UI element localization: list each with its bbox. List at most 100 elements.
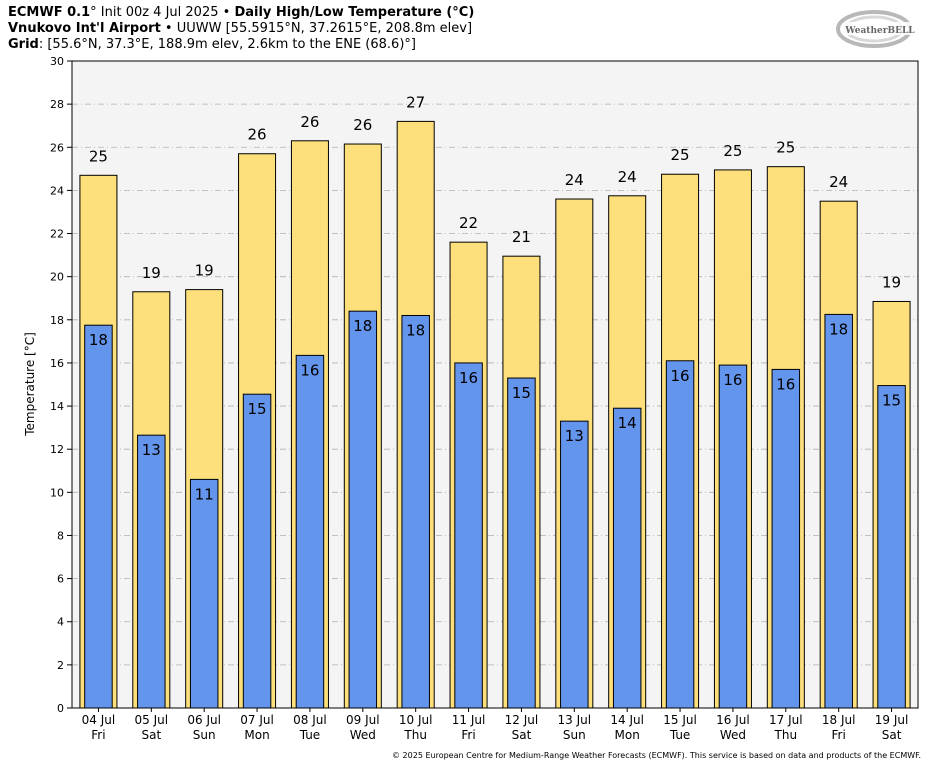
station-name: Vnukovo Int'l Airport (8, 21, 161, 36)
low-value-label: 18 (353, 317, 372, 335)
high-value-label: 26 (300, 113, 319, 131)
grid-info: : [55.6°N, 37.3°E, 188.9m elev, 2.6km to… (38, 37, 416, 52)
y-tick-label: 28 (50, 98, 64, 111)
low-value-label: 16 (459, 369, 478, 387)
copyright-footer: © 2025 European Centre for Medium-Range … (392, 751, 921, 760)
plot-frame (71, 60, 919, 709)
x-tick-weekday: Mon (244, 728, 269, 742)
x-tick-weekday: Wed (350, 728, 376, 742)
x-tick-date: 16 Jul (716, 713, 750, 727)
x-tick-weekday: Mon (615, 728, 640, 742)
y-tick-label: 0 (57, 702, 64, 715)
high-value-label: 19 (882, 273, 901, 291)
chart-header-line-1: ECMWF 0.1° Init 00z 4 Jul 2025 • Daily H… (8, 5, 474, 21)
x-tick-date: 10 Jul (399, 713, 433, 727)
x-tick-weekday: Fri (91, 728, 105, 742)
chart-header-line-2: Vnukovo Int'l Airport • UUWW [55.5915°N,… (8, 21, 472, 37)
high-value-label: 24 (565, 171, 584, 189)
y-tick-label: 8 (57, 529, 64, 542)
low-value-label: 11 (195, 485, 214, 503)
x-tick-date: 06 Jul (187, 713, 221, 727)
x-tick-weekday: Fri (461, 728, 475, 742)
y-tick-label: 20 (50, 271, 64, 284)
low-bar (771, 368, 801, 709)
low-value-label: 18 (406, 321, 425, 339)
low-bar (507, 377, 536, 709)
low-bar (824, 313, 853, 709)
y-tick-label: 26 (50, 141, 64, 154)
low-bar (84, 324, 113, 709)
high-value-label: 27 (406, 93, 425, 111)
x-tick-date: 17 Jul (769, 713, 803, 727)
low-value-label: 15 (512, 384, 531, 402)
low-bar (877, 385, 906, 709)
model-name: ECMWF 0.1 (8, 5, 91, 20)
station-info: • UUWW [55.5915°N, 37.2615°E, 208.8m ele… (160, 21, 473, 36)
x-tick-date: 14 Jul (610, 713, 644, 727)
x-tick-date: 04 Jul (82, 713, 116, 727)
low-bar (242, 393, 272, 709)
x-tick-date: 11 Jul (452, 713, 486, 727)
high-value-label: 25 (671, 146, 690, 164)
y-tick-label: 22 (50, 228, 64, 241)
low-value-label: 16 (723, 371, 742, 389)
high-value-label: 19 (195, 262, 214, 280)
high-value-label: 26 (353, 116, 372, 134)
low-bar (348, 310, 378, 709)
y-tick-label: 12 (50, 443, 64, 456)
low-value-label: 18 (89, 331, 108, 349)
high-value-label: 19 (142, 264, 161, 282)
bars: 25 18 19 13 19 11 26 15 26 16 26 18 27 18 22 16 21 15 24 13… (79, 93, 911, 709)
low-value-label: 16 (776, 375, 795, 393)
low-value-label: 13 (565, 427, 584, 445)
x-tick-weekday: Sun (563, 728, 586, 742)
x-tick-weekday: Tue (299, 728, 321, 742)
high-value-label: 26 (248, 126, 267, 144)
low-bar (401, 314, 430, 709)
low-value-label: 15 (248, 400, 267, 418)
x-tick-weekday: Sat (141, 728, 161, 742)
high-value-label: 25 (89, 147, 108, 165)
low-bar (295, 354, 325, 709)
x-tick-date: 19 Jul (875, 713, 909, 727)
high-value-label: 22 (459, 214, 478, 232)
x-tick-weekday: Sun (193, 728, 216, 742)
low-bar (665, 360, 695, 709)
low-value-label: 18 (829, 320, 848, 338)
x-tick-weekday: Thu (403, 728, 427, 742)
high-value-label: 25 (723, 142, 742, 160)
y-tick-label: 24 (50, 184, 64, 197)
low-value-label: 13 (142, 441, 161, 459)
y-tick-label: 4 (57, 616, 64, 629)
x-tick-date: 09 Jul (346, 713, 380, 727)
y-tick-label: 6 (57, 573, 64, 586)
y-tick-label: 10 (50, 486, 64, 499)
grid-label: Grid (8, 37, 39, 52)
y-tick-label: 18 (50, 314, 64, 327)
low-value-label: 15 (882, 392, 901, 410)
high-value-label: 24 (618, 168, 637, 186)
low-bar (137, 434, 166, 709)
low-value-label: 16 (300, 361, 319, 379)
x-tick-weekday: Wed (720, 728, 746, 742)
y-tick-label: 30 (50, 55, 64, 68)
x-tick-date: 07 Jul (240, 713, 274, 727)
x-tick-date: 18 Jul (822, 713, 856, 727)
low-value-label: 14 (618, 414, 637, 432)
weatherbell-logo-icon: WeatherBELL (836, 10, 915, 48)
chart-header-line-3: Grid: [55.6°N, 37.3°E, 188.9m elev, 2.6k… (8, 37, 416, 53)
x-tick-date: 12 Jul (505, 713, 539, 727)
low-bar (189, 478, 219, 709)
x-tick-weekday: Tue (669, 728, 691, 742)
low-bar (454, 362, 483, 709)
x-tick-weekday: Sat (882, 728, 902, 742)
x-tick-date: 05 Jul (135, 713, 169, 727)
low-bar (560, 420, 589, 709)
low-value-label: 16 (671, 367, 690, 385)
low-bar (612, 407, 642, 709)
high-value-label: 24 (829, 173, 848, 191)
y-tick-label: 16 (50, 357, 64, 370)
y-tick-label: 14 (50, 400, 64, 413)
